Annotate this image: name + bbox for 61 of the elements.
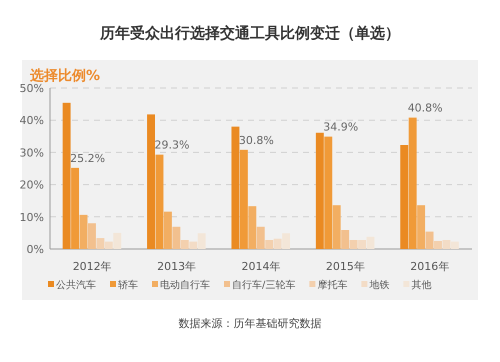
bar [350, 240, 358, 249]
legend-label: 电动自行车 [160, 279, 210, 291]
bar [156, 154, 164, 249]
bar [248, 206, 256, 249]
bar [80, 214, 88, 249]
y-tick-label: 20% [20, 178, 44, 192]
data-label: 25.2% [70, 152, 106, 165]
bar [434, 240, 442, 249]
bar [358, 240, 366, 249]
y-axis-title: 选择比例% [29, 68, 100, 84]
legend-label: 其他 [411, 279, 432, 291]
y-tick-label: 50% [20, 82, 44, 95]
data-label: 29.3% [154, 138, 190, 152]
y-tick-label: 40% [20, 114, 44, 128]
x-tick-label: 2013年 [157, 260, 196, 273]
bar [274, 238, 282, 249]
bar [147, 114, 155, 249]
bar [282, 233, 290, 249]
bar [316, 132, 324, 249]
bar [408, 118, 417, 249]
bar [265, 240, 274, 249]
bar [198, 233, 206, 249]
bar [366, 236, 374, 249]
legend-label: 公共汽车 [56, 279, 96, 291]
x-tick-label: 2015年 [326, 260, 365, 273]
bar [88, 223, 96, 249]
bar [113, 232, 122, 249]
data-label: 30.8% [238, 134, 274, 147]
bar [240, 150, 248, 249]
bar [172, 226, 180, 249]
bar [189, 242, 198, 249]
x-tick-label: 2016年 [410, 260, 450, 273]
bar [180, 240, 189, 249]
bar [256, 226, 265, 249]
bar [341, 230, 350, 249]
y-tick-label: 10% [20, 210, 44, 224]
y-tick-label: 0% [26, 243, 44, 256]
bar [71, 168, 80, 249]
bar [96, 238, 104, 249]
bar [417, 205, 426, 249]
bar [231, 126, 240, 249]
legend-label: 自行车/三轮车 [232, 279, 296, 291]
bar [332, 205, 341, 249]
bar [426, 232, 434, 249]
source-note: 数据来源：历年基础研究数据 [178, 317, 322, 330]
bar [62, 102, 71, 249]
bar [400, 144, 408, 249]
legend-label: 摩托车 [317, 279, 348, 291]
x-tick-label: 2012年 [72, 260, 112, 273]
bar [104, 242, 113, 249]
bar [442, 240, 450, 249]
x-tick-label: 2014年 [242, 260, 280, 273]
chart-title: 历年受众出行选择交通工具比例变迁（单选） [99, 24, 400, 42]
bar [164, 212, 172, 249]
bar [324, 136, 332, 249]
y-tick-label: 30% [20, 146, 44, 160]
legend-label: 地铁 [368, 279, 390, 291]
data-label: 34.9% [323, 120, 358, 134]
bar [450, 242, 459, 249]
legend-label: 轿车 [118, 279, 138, 291]
data-label: 40.8% [408, 102, 443, 115]
